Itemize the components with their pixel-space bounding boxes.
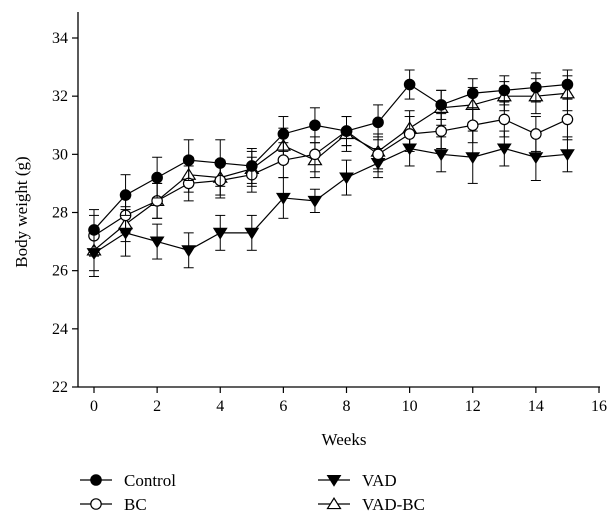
data-point-bc	[372, 148, 384, 161]
legend-label-bc: BC	[124, 495, 147, 514]
data-point-control	[277, 128, 290, 140]
legend-item-vad-bc: VAD-BC	[318, 495, 425, 514]
data-point-vad	[339, 172, 354, 185]
data-point-vad	[433, 149, 449, 162]
series-line-control	[93, 83, 568, 231]
data-point-vad	[528, 152, 544, 165]
y-tick-label: 34	[52, 30, 68, 47]
legend-item-vad: VAD	[318, 471, 397, 490]
data-point-bc	[561, 113, 574, 126]
data-point-vad	[244, 227, 260, 240]
data-point-bc	[309, 148, 321, 161]
legend-marker-vad	[326, 474, 342, 487]
x-tick-label: 10	[402, 398, 418, 415]
data-point-control	[498, 84, 511, 97]
y-tick-label: 26	[52, 263, 68, 280]
data-point-control	[530, 81, 542, 94]
x-tick-label: 14	[528, 398, 544, 415]
y-tick-label: 22	[52, 379, 68, 396]
legend-marker-control	[90, 474, 102, 486]
data-point-control	[340, 125, 353, 137]
x-tick-label: 0	[90, 398, 98, 415]
data-point-vad	[465, 152, 481, 165]
data-point-control	[309, 119, 321, 132]
legend-label-vad-bc: VAD-BC	[362, 495, 425, 514]
legend-item-control: Control	[80, 471, 176, 490]
series-control	[88, 69, 574, 251]
x-tick-label: 16	[591, 398, 607, 415]
data-point-control	[246, 160, 258, 172]
plot-area	[86, 69, 576, 277]
x-tick-label: 4	[216, 398, 224, 415]
data-point-control	[466, 87, 479, 100]
y-axis-label: Body weight (g)	[12, 156, 31, 267]
data-point-bc	[277, 154, 290, 166]
data-point-bc	[435, 125, 447, 137]
y-tick-label: 28	[52, 205, 68, 222]
data-point-control	[182, 154, 195, 166]
data-point-vad	[496, 143, 512, 156]
data-point-control	[372, 116, 384, 129]
data-point-vad	[560, 149, 575, 162]
y-tick-label: 24	[52, 321, 68, 338]
series-line-vad	[93, 147, 568, 254]
series-line-bc	[93, 118, 568, 237]
data-point-control	[403, 78, 416, 91]
x-tick-label: 2	[153, 398, 161, 415]
legend-label-control: Control	[124, 471, 176, 490]
x-tick-label: 6	[279, 398, 287, 415]
y-tick-label: 32	[52, 88, 68, 105]
legend-marker-vad-bc	[326, 497, 342, 510]
legend-marker-bc	[90, 498, 102, 510]
series-line-vad-bc	[93, 92, 568, 251]
data-point-vad	[181, 245, 197, 258]
data-point-control	[88, 224, 100, 236]
data-point-bc	[530, 128, 542, 140]
y-tick-label: 30	[52, 146, 68, 163]
data-point-control	[435, 99, 447, 111]
data-point-control	[151, 171, 163, 184]
legend: Control BC VAD VAD-BC	[80, 471, 425, 514]
data-point-control	[214, 157, 227, 169]
data-point-bc	[498, 113, 511, 126]
data-point-bc	[403, 128, 416, 140]
data-point-control	[561, 78, 574, 91]
data-point-vad	[275, 192, 291, 205]
data-point-vad	[212, 227, 228, 240]
legend-item-bc: BC	[80, 495, 147, 514]
x-axis-label: Weeks	[322, 430, 367, 449]
series-vad	[86, 130, 575, 277]
data-point-vad	[149, 236, 165, 249]
legend-label-vad: VAD	[362, 471, 397, 490]
x-tick-label: 8	[343, 398, 351, 415]
data-point-vad	[307, 195, 323, 208]
x-tick-label: 12	[465, 398, 481, 415]
data-point-bc	[466, 119, 479, 132]
data-point-control	[119, 189, 132, 201]
